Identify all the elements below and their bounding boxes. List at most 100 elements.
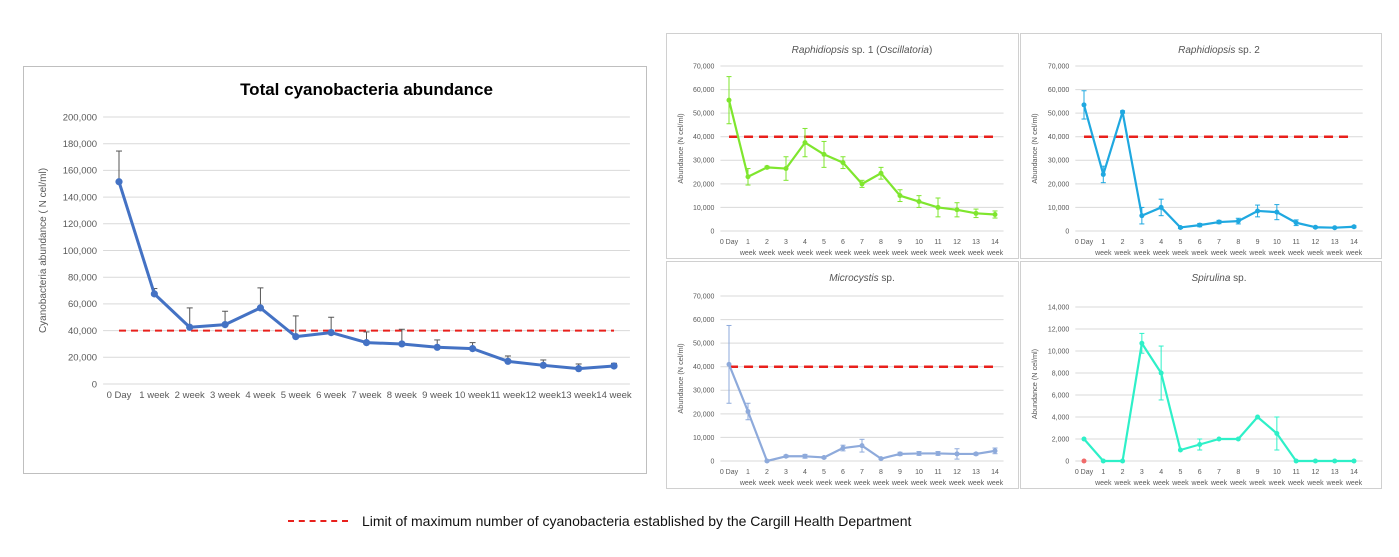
y-axis-label: Abundance (N cel/ml) <box>676 113 685 183</box>
x-tick-label: 0 Day <box>720 239 739 246</box>
data-point <box>878 170 884 176</box>
x-tick-label: 9 <box>898 239 902 246</box>
data-point <box>1351 458 1357 464</box>
chart-title: Total cyanobacteria abundance <box>240 80 493 99</box>
data-point <box>1235 436 1241 442</box>
y-tick-label: 50,000 <box>1048 111 1070 118</box>
x-tick-label-unit: week <box>1326 250 1344 257</box>
data-point <box>935 450 941 456</box>
x-tick-label: 3 <box>1140 469 1144 476</box>
raphidiopsis-sp1-plot: Raphidiopsis sp. 1 (Oscillatoria) 0 10,000… <box>676 45 1004 257</box>
x-tick-label: 13 <box>1331 239 1339 246</box>
microcystis-plot: Microcystis sp. 0 10,000 20,000 30,000 40,000… <box>676 273 1004 487</box>
x-tick-label: 14 <box>991 239 999 246</box>
data-point <box>1139 340 1145 346</box>
x-tick-label: 7 <box>1217 469 1221 476</box>
chart-title: Spirulina sp. <box>1191 273 1246 284</box>
legend-dashed-line-swatch <box>288 520 348 522</box>
x-tick-label: 11 <box>1293 239 1300 246</box>
y-tick-label: 0 <box>1065 458 1069 465</box>
data-point <box>973 210 979 216</box>
x-tick-label: 12 week <box>526 390 562 401</box>
data-point <box>1120 109 1126 115</box>
data-point <box>840 160 846 166</box>
x-tick-label-unit: week <box>910 480 928 487</box>
x-tick-label-unit: week <box>1248 480 1266 487</box>
data-point <box>1120 458 1126 464</box>
x-tick-label: 8 <box>1236 239 1240 246</box>
data-point <box>821 454 827 460</box>
x-tick-label-unit: week <box>777 480 795 487</box>
y-tick-label: 50,000 <box>693 341 715 348</box>
y-tick-label: 0 <box>92 379 97 390</box>
x-tick-label: 6 <box>1198 469 1202 476</box>
data-point <box>764 458 770 464</box>
x-tick-label-unit: week <box>1306 250 1324 257</box>
x-tick-label-unit: week <box>1306 480 1324 487</box>
y-tick-label: 140,000 <box>63 192 97 203</box>
x-tick-label: 7 <box>1217 239 1221 246</box>
x-tick-label-unit: week <box>1133 250 1151 257</box>
data-point <box>186 323 194 331</box>
x-tick-label: 9 week <box>422 390 452 401</box>
x-tick-label: 3 week <box>210 390 240 401</box>
x-tick-label: 4 <box>1159 239 1163 246</box>
x-tick-label-unit: week <box>777 250 795 257</box>
data-point <box>150 290 158 298</box>
y-tick-label: 60,000 <box>68 299 97 310</box>
x-tick-label-unit: week <box>853 250 871 257</box>
data-point <box>745 174 751 180</box>
x-tick-label-unit: week <box>1345 250 1363 257</box>
data-point <box>973 451 979 457</box>
x-tick-label-unit: week <box>739 250 757 257</box>
x-tick-label: 7 <box>860 469 864 476</box>
data-point <box>802 140 808 146</box>
x-tick-label-unit: week <box>1133 480 1151 487</box>
x-tick-label-unit: week <box>872 480 890 487</box>
data-point <box>783 166 789 172</box>
x-tick-label: 3 <box>784 239 788 246</box>
data-point <box>1081 436 1087 442</box>
x-tick-label: 1 <box>746 239 750 246</box>
y-tick-label: 10,000 <box>693 435 715 442</box>
x-tick-label: 2 <box>1121 469 1125 476</box>
data-point <box>221 320 229 329</box>
raphidiopsis-sp2-chart: Raphidiopsis sp. 2 0 10,000 20,000 30,000 40,… <box>1020 33 1382 259</box>
y-tick-label: 40,000 <box>1048 134 1070 141</box>
data-point <box>1312 224 1318 230</box>
x-tick-label-unit: week <box>1229 480 1247 487</box>
y-tick-label: 120,000 <box>63 219 97 230</box>
data-point <box>256 304 265 312</box>
x-tick-label: 5 <box>822 239 826 246</box>
x-tick-label-unit: week <box>1326 480 1344 487</box>
x-tick-label: 13 <box>1331 469 1339 476</box>
x-tick-label-unit: week <box>739 480 757 487</box>
y-tick-label: 0 <box>711 458 715 465</box>
x-tick-label-unit: week <box>891 480 909 487</box>
y-tick-label: 40,000 <box>693 364 715 371</box>
x-tick-label: 14 <box>991 469 999 476</box>
data-point <box>935 204 941 210</box>
x-tick-label-unit: week <box>1094 480 1112 487</box>
x-tick-label-unit: week <box>1268 250 1286 257</box>
y-tick-label: 20,000 <box>693 181 715 188</box>
x-tick-label: 8 <box>879 239 883 246</box>
x-tick-label: 14 <box>1350 239 1358 246</box>
x-tick-label: 3 <box>1140 239 1144 246</box>
total-abundance-chart: Total cyanobacteria abundance 0 20,000 40,0… <box>23 66 647 474</box>
data-point <box>1332 225 1338 231</box>
y-axis-label: Abundance (N cel/ml) <box>1030 349 1039 419</box>
data-point <box>468 345 477 353</box>
x-tick-label-unit: week <box>815 250 833 257</box>
y-axis-label: Cyanobacteria abundance ( N cel/ml) <box>38 168 49 333</box>
x-tick-label: 10 <box>1273 469 1281 476</box>
x-tick-label: 12 <box>1312 469 1320 476</box>
y-tick-label: 40,000 <box>68 326 97 337</box>
y-tick-label: 30,000 <box>693 158 715 165</box>
x-tick-label: 2 <box>1121 239 1125 246</box>
x-tick-label: 1 <box>746 469 750 476</box>
y-tick-label: 2,000 <box>1052 436 1070 443</box>
data-point <box>1293 458 1299 464</box>
x-tick-label: 0 Day <box>107 390 132 401</box>
data-point <box>1177 447 1183 453</box>
